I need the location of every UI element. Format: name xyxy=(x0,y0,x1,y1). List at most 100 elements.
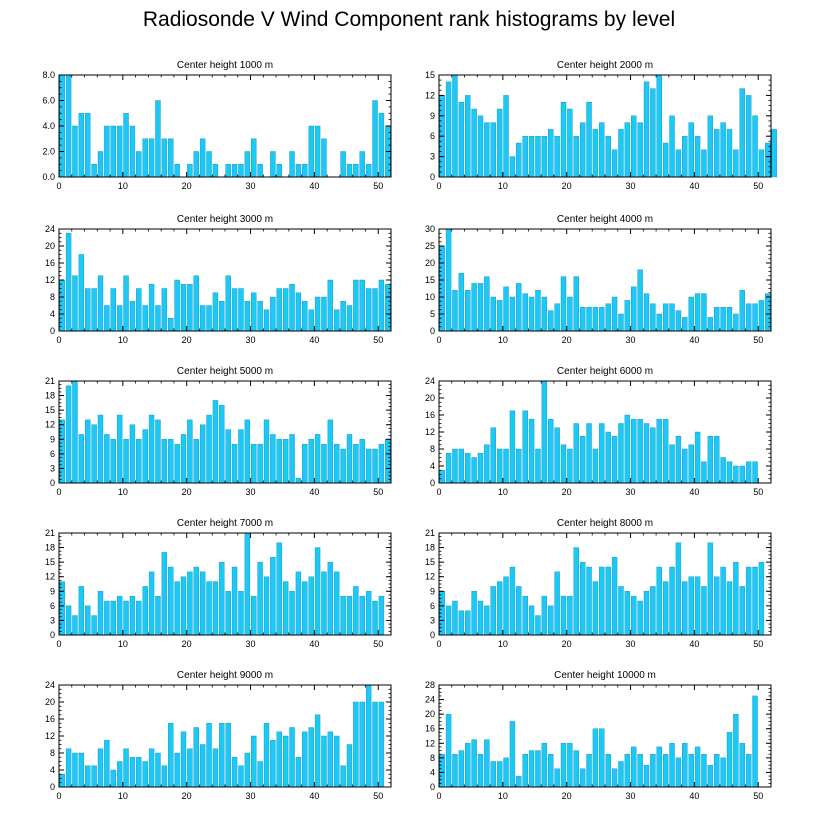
y-tick-label: 12 xyxy=(45,731,55,741)
histogram-bar xyxy=(365,164,372,178)
histogram-bar xyxy=(289,727,295,788)
histogram-bar xyxy=(643,81,650,178)
histogram-bar xyxy=(123,439,129,484)
histogram-bar xyxy=(445,81,452,178)
histogram-bar xyxy=(458,448,465,484)
histogram-bar xyxy=(199,571,206,636)
histogram-bar xyxy=(340,595,346,636)
x-tick-label: 50 xyxy=(753,639,763,649)
y-tick-label: 12 xyxy=(45,275,55,285)
histogram-bar xyxy=(643,591,650,636)
histogram-bar xyxy=(611,149,618,178)
histogram-bar xyxy=(193,439,199,484)
histogram-bar xyxy=(707,436,714,484)
histogram-bar xyxy=(321,735,327,788)
histogram-bar xyxy=(496,761,503,788)
y-tick-label: 8.0 xyxy=(42,70,55,80)
x-tick-label: 50 xyxy=(753,487,763,497)
histogram-bar xyxy=(477,754,484,788)
histogram-bar xyxy=(720,122,726,178)
histogram-bar xyxy=(471,739,477,788)
histogram-bar xyxy=(110,125,116,178)
histogram-bar xyxy=(611,768,618,788)
histogram-bar xyxy=(365,448,372,484)
y-tick-label: 4 xyxy=(50,309,55,319)
histogram-bar xyxy=(187,164,193,178)
y-tick-label: 4 xyxy=(50,765,55,775)
x-tick-label: 0 xyxy=(436,335,441,345)
histogram-bar xyxy=(694,293,701,332)
histogram-bar xyxy=(573,423,579,484)
x-tick-label: 0 xyxy=(436,487,441,497)
y-tick-label: 20 xyxy=(425,258,435,268)
histogram-bar xyxy=(116,761,123,788)
x-tick-label: 40 xyxy=(689,487,699,497)
x-tick-label: 20 xyxy=(562,335,572,345)
panel-title: Center height 2000 m xyxy=(557,60,653,71)
histogram-bar xyxy=(308,576,314,636)
histogram-bar xyxy=(771,129,777,178)
histogram-bar xyxy=(340,448,346,484)
histogram-bar xyxy=(257,443,263,484)
histogram-bar xyxy=(59,419,65,484)
histogram-bar xyxy=(471,591,477,636)
histogram-bar xyxy=(378,113,385,178)
histogram-bar xyxy=(637,600,643,636)
histogram-bar xyxy=(586,101,592,178)
histogram-bar xyxy=(758,149,765,178)
histogram-bar xyxy=(643,423,650,484)
x-tick-label: 0 xyxy=(436,181,441,191)
histogram-bar xyxy=(314,125,321,178)
y-tick-label: 9 xyxy=(50,586,55,596)
x-tick-label: 30 xyxy=(626,335,636,345)
x-tick-label: 20 xyxy=(562,791,572,801)
histogram-bar xyxy=(745,754,752,788)
histogram-bar xyxy=(714,307,720,332)
histogram-panel: Center height 7000 m 0 10 20 30 40 50 0 3 6 9 12 15 1… xyxy=(45,518,392,649)
y-tick-label: 6.0 xyxy=(42,96,55,106)
histogram-bar xyxy=(193,275,199,332)
histogram-bar xyxy=(707,115,714,178)
y-tick-label: 16 xyxy=(45,258,55,268)
histogram-bar xyxy=(694,431,701,484)
x-tick-label: 20 xyxy=(182,639,192,649)
histogram-panel: Center height 10000 m 0 10 20 30 40 50 0 4 8 12 16 2… xyxy=(425,670,772,801)
histogram-bar xyxy=(212,292,219,332)
histogram-bar xyxy=(244,301,251,332)
x-tick-label: 40 xyxy=(309,487,319,497)
histogram-bar xyxy=(586,754,592,788)
histogram-bar xyxy=(669,115,675,178)
y-tick-label: 20 xyxy=(45,241,55,251)
histogram-bar xyxy=(116,305,123,332)
y-tick-label: 28 xyxy=(425,680,435,690)
histogram-bar xyxy=(439,470,445,484)
histogram-bar xyxy=(560,743,567,788)
histogram-bar xyxy=(714,129,720,178)
x-tick-label: 0 xyxy=(436,639,441,649)
histogram-bar xyxy=(509,410,516,484)
y-tick-label: 4.0 xyxy=(42,121,55,131)
histogram-bar xyxy=(484,739,490,788)
histogram-bar xyxy=(675,149,682,178)
histogram-bar xyxy=(168,439,174,484)
histogram-bar xyxy=(477,453,484,484)
y-tick-label: 18 xyxy=(45,543,55,553)
histogram-bar xyxy=(707,542,714,636)
histogram-bar xyxy=(142,305,148,332)
histogram-bar xyxy=(662,142,669,178)
histogram-bar xyxy=(359,279,365,332)
histogram-bar xyxy=(244,752,251,788)
histogram-bar xyxy=(733,149,739,178)
histogram-bar xyxy=(263,309,270,332)
histogram-bar xyxy=(605,431,611,484)
histogram-bar xyxy=(694,576,701,636)
histogram-bar xyxy=(631,419,637,484)
histogram-panel: Center height 5000 m 0 10 20 30 40 50 0 3 6 9 12 15 1… xyxy=(45,366,392,497)
histogram-bar xyxy=(599,307,605,332)
y-tick-label: 0.0 xyxy=(42,172,55,182)
histogram-bar xyxy=(592,448,599,484)
histogram-bar xyxy=(618,586,624,636)
histogram-bar xyxy=(378,443,385,484)
histogram-bar xyxy=(554,303,560,332)
histogram-bar xyxy=(503,757,509,788)
